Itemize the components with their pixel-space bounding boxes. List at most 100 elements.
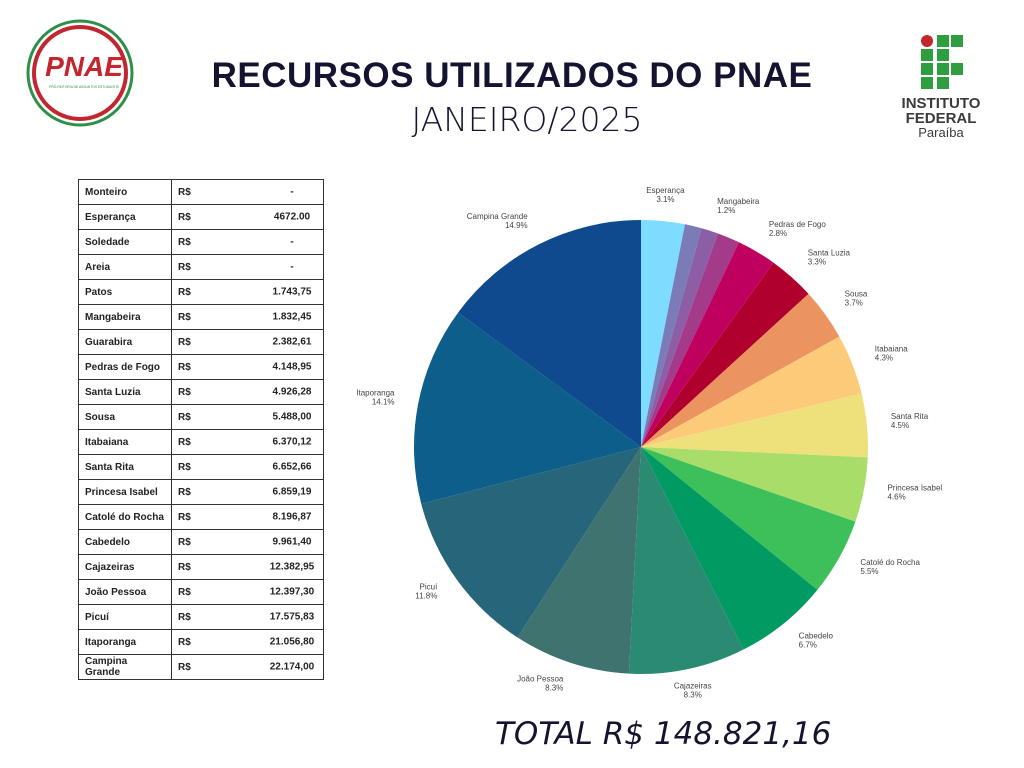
amount: - (290, 261, 294, 273)
currency: R$ (178, 661, 191, 673)
slice-value: 3.7% (845, 298, 863, 307)
slice-label: Campina Grande (467, 212, 528, 221)
slice-label: Itabaiana (875, 345, 908, 354)
campus: Patos (78, 279, 172, 305)
currency: R$ (178, 486, 191, 498)
slice-label: Sousa (845, 289, 868, 298)
slice-value: 3.1% (656, 195, 674, 204)
amount: 4672.00 (273, 211, 311, 223)
campus: Monteiro (78, 179, 172, 205)
subtitle: JANEIRO/2025 (411, 100, 643, 139)
slice-label: Santa Luzia (808, 248, 851, 257)
slice-value: 3.3% (808, 257, 826, 266)
slice-value: 8.3% (684, 691, 702, 700)
pie-slice (641, 220, 685, 447)
campus: Mangabeira (78, 304, 172, 330)
slice-label: Pedras de Fogo (769, 220, 826, 229)
table-row: Sousa R$ 5.488,00 (78, 404, 324, 430)
amount-cell: R$ 12.397,30 (171, 579, 324, 605)
currency: R$ (178, 461, 191, 473)
amount: 5.488,00 (272, 411, 312, 423)
currency: R$ (178, 511, 191, 523)
amount: 12.382,95 (269, 561, 315, 573)
slice-label: Esperança (646, 186, 685, 195)
logo-text: PNAE (45, 51, 124, 82)
currency: R$ (178, 436, 191, 448)
amount-cell: R$ 8.196,87 (171, 504, 324, 530)
pie-slice (641, 447, 856, 590)
currency: R$ (178, 311, 191, 323)
logo-line: Paraíba (918, 125, 964, 140)
amount: 4.148,95 (272, 361, 312, 373)
slice-value: 2.8% (769, 229, 787, 238)
amount: 9.961,40 (272, 536, 312, 548)
pie-slice (458, 220, 641, 447)
slice-label: Mangabeira (717, 197, 760, 206)
slice-value: 5.5% (860, 567, 878, 576)
campus: Sousa (78, 404, 172, 430)
table-row: Monteiro R$ - (78, 179, 324, 205)
currency: R$ (178, 236, 191, 248)
pie-slice (641, 242, 774, 447)
currency: R$ (178, 286, 191, 298)
campus: Campina Grande (78, 654, 172, 680)
amount: - (290, 236, 294, 248)
slice-value: 14.9% (505, 221, 528, 230)
currency: R$ (178, 261, 191, 273)
table-row: Mangabeira R$ 1.832,45 (78, 304, 324, 330)
slice-label: Itaporanga (356, 389, 395, 398)
currency: R$ (178, 586, 191, 598)
amount-cell: R$ 1.743,75 (171, 279, 324, 305)
table-row: Picuí R$ 17.575,83 (78, 604, 324, 630)
amount-cell: R$ 22.174,00 (171, 654, 324, 680)
campus: Cajazeiras (78, 554, 172, 580)
pie-slice (641, 224, 702, 447)
currency: R$ (178, 411, 191, 423)
amount: 1.832,45 (272, 311, 312, 323)
pie-slice (641, 447, 868, 522)
table-row: Campina Grande R$ 22.174,00 (78, 654, 324, 680)
pnae-logo: PNAE PRÓ-REITORIA DE ASSUNTOS ESTUDANTIS (26, 19, 134, 127)
pie-slice (641, 293, 840, 447)
pie-slice (641, 262, 809, 447)
total: TOTAL R$ 148.821,16 (495, 716, 832, 752)
amount-cell: R$ 17.575,83 (171, 604, 324, 630)
amount: 17.575,83 (269, 611, 315, 623)
slice-label: Cajazeiras (674, 682, 712, 691)
slice-label: Santa Rita (891, 412, 929, 421)
currency: R$ (178, 561, 191, 573)
slice-label: Picuí (420, 583, 439, 592)
amount: 6.652,66 (272, 461, 312, 473)
amount: 8.196,87 (272, 511, 312, 523)
currency: R$ (178, 611, 191, 623)
table-row: Guarabira R$ 2.382,61 (78, 329, 324, 355)
amount: - (290, 186, 294, 198)
pie-slice (421, 447, 641, 638)
currency: R$ (178, 211, 191, 223)
slice-value: 6.7% (799, 640, 817, 649)
campus: Areia (78, 254, 172, 280)
currency: R$ (178, 186, 191, 198)
currency: R$ (178, 636, 191, 648)
table-row: Cajazeiras R$ 12.382,95 (78, 554, 324, 580)
currency: R$ (178, 386, 191, 398)
amount-cell: R$ 9.961,40 (171, 529, 324, 555)
slice-label: João Pessoa (517, 675, 564, 684)
table-row: Santa Rita R$ 6.652,66 (78, 454, 324, 480)
amount: 12.397,30 (269, 586, 315, 598)
slice-value: 14.1% (372, 398, 395, 407)
table-row: Princesa Isabel R$ 6.859,19 (78, 479, 324, 505)
pie-slice (641, 393, 868, 458)
slice-label: Cabedelo (799, 631, 834, 640)
slice-value: 4.5% (891, 421, 909, 430)
logo-caption: PRÓ-REITORIA DE ASSUNTOS ESTUDANTIS (49, 84, 119, 89)
currency: R$ (178, 336, 191, 348)
slice-label: Catolé do Rocha (860, 558, 920, 567)
pie-slice (641, 336, 862, 447)
pie-slice (628, 447, 744, 674)
amount: 1.743,75 (272, 286, 312, 298)
amount-cell: R$ - (171, 229, 324, 255)
amount: 2.382,61 (272, 336, 312, 348)
amount-cell: R$ 4672.00 (171, 204, 324, 230)
